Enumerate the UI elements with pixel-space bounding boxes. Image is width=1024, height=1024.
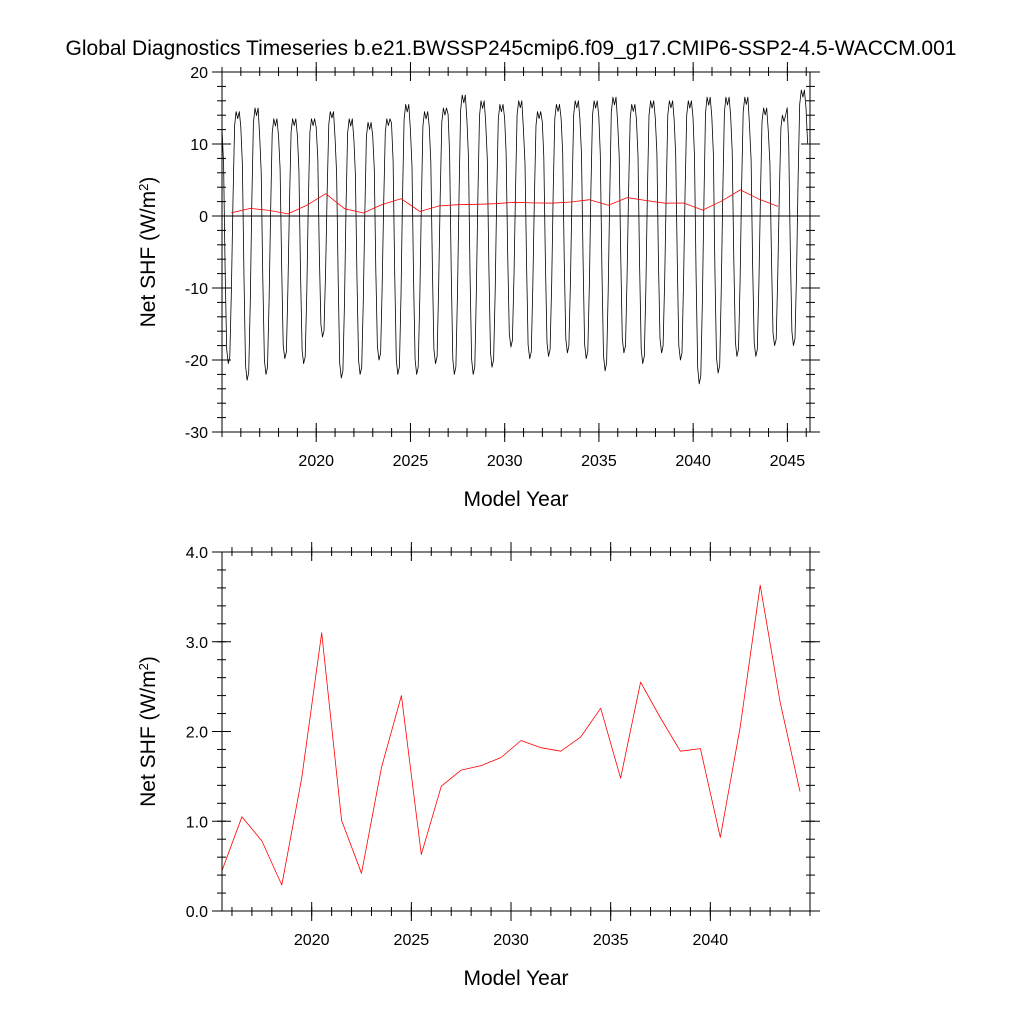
top-x-tick-label: 2020 — [298, 453, 334, 470]
bottom-panel-x-axis-label: Model Year — [463, 967, 568, 990]
top-annual-mean-series-line — [231, 189, 779, 215]
bottom-panel-y-axis-label-main: Net SHF (W/m — [137, 670, 160, 807]
top-y-tick-label: -20 — [185, 353, 208, 370]
bottom-x-tick-label: 2030 — [493, 932, 529, 949]
top-x-tick-label: 2045 — [770, 453, 806, 470]
bottom-y-tick-label: 2.0 — [186, 725, 208, 742]
bottom-panel-y-axis-label-superscript: 2 — [136, 663, 151, 670]
bottom-panel: 0.0 1.0 2.0 3.0 4.0 2020 2025 2030 2035 2040 Mod… — [136, 542, 820, 990]
top-panel-minor-ticks — [212, 62, 820, 442]
top-y-tick-label: 20 — [190, 65, 208, 82]
figure-title: Global Diagnostics Timeseries b.e21.BWSS… — [66, 37, 957, 60]
top-panel-y-axis-label-close: ) — [137, 177, 160, 184]
bottom-panel-minor-ticks — [212, 542, 820, 921]
top-panel-y-axis-label-superscript: 2 — [136, 184, 151, 191]
bottom-x-tick-label: 2035 — [593, 932, 629, 949]
bottom-panel-x-tick-labels: 2020 2025 2030 2035 2040 — [294, 932, 728, 949]
top-x-tick-label: 2025 — [393, 453, 429, 470]
bottom-x-tick-label: 2040 — [693, 932, 729, 949]
top-panel-x-axis-label: Model Year — [463, 488, 568, 511]
top-panel-y-tick-labels: -30 -20 -10 0 10 20 — [185, 65, 208, 442]
top-y-tick-label: -30 — [185, 425, 208, 442]
bottom-y-tick-label: 4.0 — [186, 545, 208, 562]
top-panel-x-tick-labels: 2020 2025 2030 2035 2040 2045 — [298, 453, 805, 470]
top-x-tick-label: 2040 — [675, 453, 711, 470]
top-y-tick-label: -10 — [185, 281, 208, 298]
top-monthly-series-line — [221, 89, 808, 385]
top-y-tick-label: 0 — [199, 209, 208, 226]
bottom-panel-y-axis-label-close: ) — [137, 656, 160, 663]
bottom-panel-plot-frame — [221, 551, 811, 912]
bottom-y-tick-label: 3.0 — [186, 635, 208, 652]
bottom-x-tick-label: 2025 — [394, 932, 430, 949]
top-panel-series — [221, 89, 810, 385]
bottom-panel-y-tick-labels: 0.0 1.0 2.0 3.0 4.0 — [186, 545, 208, 921]
top-y-tick-label: 10 — [190, 137, 208, 154]
top-panel-y-axis-label-main: Net SHF (W/m — [137, 191, 160, 328]
top-panel-plot-frame — [221, 71, 811, 433]
top-panel-y-axis-label: Net SHF (W/m2) — [136, 177, 161, 328]
bottom-x-tick-label: 2020 — [294, 932, 330, 949]
bottom-y-tick-label: 0.0 — [186, 904, 208, 921]
bottom-annual-mean-series-line — [221, 584, 801, 886]
top-x-tick-label: 2035 — [581, 453, 617, 470]
bottom-y-tick-label: 1.0 — [186, 814, 208, 831]
top-x-tick-label: 2030 — [487, 453, 523, 470]
bottom-panel-y-axis-label: Net SHF (W/m2) — [136, 656, 161, 807]
bottom-panel-series — [221, 584, 801, 886]
